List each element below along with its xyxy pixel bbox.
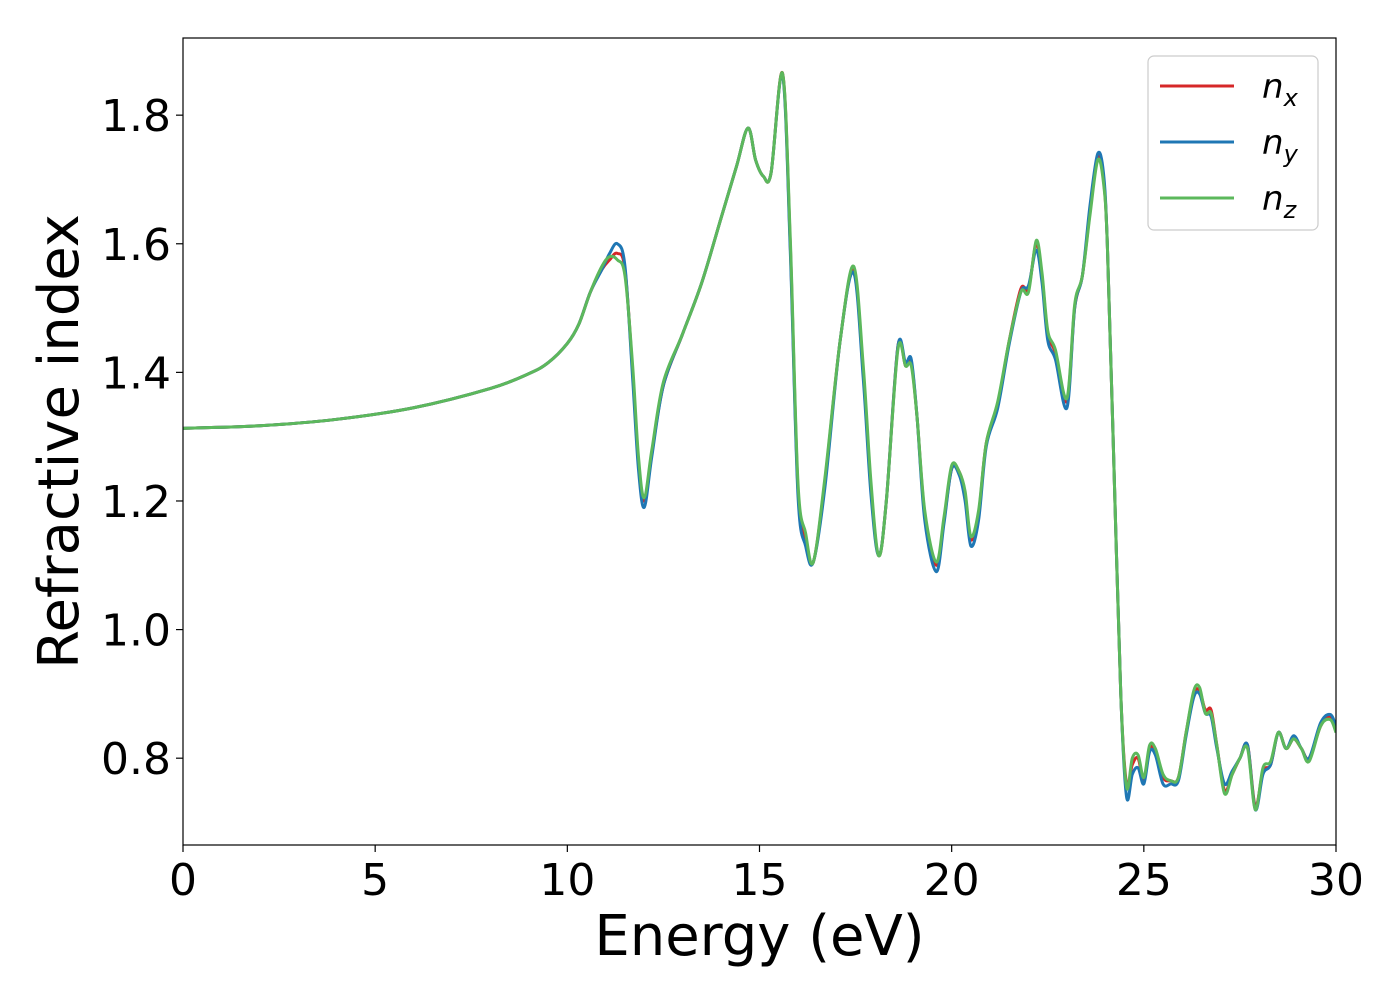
- x-tick-label: 10: [539, 855, 595, 906]
- x-tick-label: 20: [924, 855, 980, 906]
- x-tick-label: 5: [361, 855, 389, 906]
- axes: 0 5 10 15 20 25 30 0.8 1.0 1.2 1.4 1.6 1.8: [101, 37, 1364, 906]
- y-tick-label: 1.0: [101, 606, 171, 657]
- legend-subscript: z: [1283, 196, 1298, 224]
- y-tick-label: 0.8: [101, 734, 171, 785]
- x-axis-title: Energy (eV): [594, 904, 924, 969]
- x-tick-label: 15: [732, 855, 788, 906]
- x-tick-label: 25: [1116, 855, 1172, 906]
- y-tick-label: 1.2: [101, 477, 171, 528]
- x-tick-label: 30: [1308, 855, 1364, 906]
- legend-subscript: y: [1283, 140, 1299, 168]
- series-line-nz: [183, 71, 1336, 812]
- y-axis-title: Refractive index: [27, 214, 92, 669]
- y-tick-label: 1.8: [101, 91, 171, 142]
- plot-area: [183, 71, 1336, 812]
- y-tick-label: 1.6: [101, 220, 171, 271]
- legend-subscript: x: [1283, 84, 1299, 112]
- y-tick-label: 1.4: [101, 348, 171, 399]
- x-tick-label: 0: [169, 855, 197, 906]
